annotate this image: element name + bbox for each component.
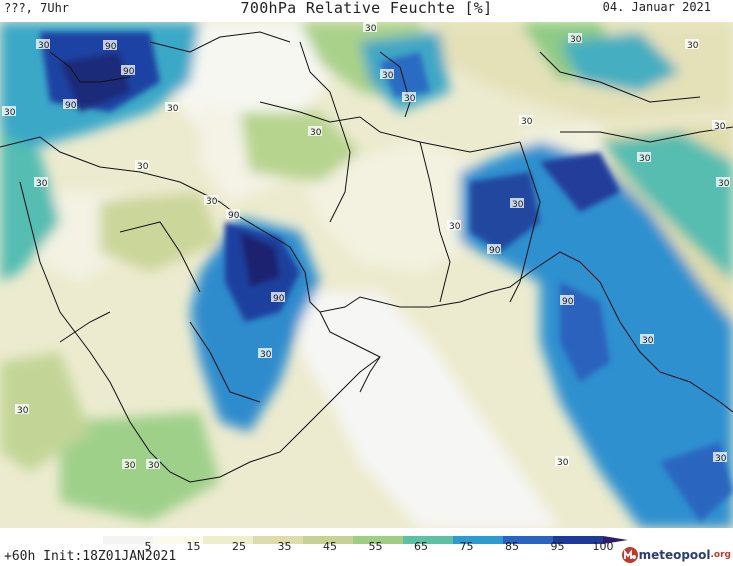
contour-label: 30 [449, 222, 461, 232]
contour-label: 30 [557, 458, 569, 468]
forecast-time-label: ???, 7Uhr [4, 1, 70, 15]
contour-label: 30 [715, 454, 727, 464]
colorbar-tick-label: 5 [144, 540, 152, 553]
contour-label: 30 [17, 406, 29, 416]
contour-label: 90 [562, 297, 574, 307]
contour-label: 90 [273, 294, 285, 304]
contour-label: 30 [4, 108, 16, 118]
contour-label: 30 [167, 104, 179, 114]
contour-labels: 30 90 90 90 30 30 30 30 30 90 90 30 30 3… [2, 22, 730, 471]
forecast-date: 04. Januar 2021 [602, 0, 711, 14]
contour-label: 30 [137, 162, 149, 172]
colorbar-tick-label: 75 [459, 540, 474, 553]
header: ???, 7Uhr 700hPa Relative Feuchte [%] 04… [0, 0, 733, 22]
contour-label: 30 [38, 41, 50, 51]
contour-label: 30 [521, 117, 533, 127]
contour-label: 90 [489, 246, 501, 256]
contour-label: 30 [260, 350, 272, 360]
colorbar-tick-label: 65 [414, 540, 428, 553]
map-svg: 30 90 90 90 30 30 30 30 30 90 90 30 30 3… [0, 22, 733, 528]
contour-label: 30 [714, 122, 726, 132]
contour-label: 90 [123, 67, 135, 77]
brand-name: meteopool [638, 548, 711, 562]
colorbar-tick-label: 15 [186, 540, 201, 553]
contour-label: 30 [365, 24, 377, 34]
colorbar-segment [153, 536, 204, 544]
colorbar-segment [353, 536, 404, 544]
contour-label: 30 [570, 35, 582, 45]
contour-label: 30 [404, 94, 416, 104]
colorbar-tick-label: 55 [368, 540, 383, 553]
colorbar-segment [103, 536, 154, 544]
colorbar-svg [103, 536, 628, 544]
contour-label: 30 [642, 336, 654, 346]
coastlines [0, 31, 733, 483]
colorbar-tick-label: 35 [277, 540, 292, 553]
contour-label: 30 [687, 41, 699, 51]
contour-label: 30 [639, 154, 651, 164]
colorbar [103, 530, 633, 544]
colorbar-tick-label: 85 [505, 540, 519, 553]
colorbar-tick-label: 25 [232, 540, 246, 553]
colorbar-tick-label: 95 [550, 540, 565, 553]
map-title: 700hPa Relative Feuchte [%] [240, 0, 493, 17]
contour-label: 30 [36, 179, 48, 189]
contour-label: 30 [148, 461, 160, 471]
footer: 5 15 25 35 45 55 65 75 85 95 100 +60h Init:18Z01JA… [0, 528, 733, 566]
humidity-map: 30 90 90 90 30 30 30 30 30 90 90 30 30 3… [0, 22, 733, 528]
contour-label: 90 [105, 42, 117, 52]
colorbar-segment [553, 536, 604, 544]
colorbar-max-arrow [603, 536, 628, 544]
colorbar-segment [303, 536, 354, 544]
contour-label: 90 [65, 101, 77, 111]
meteopool-logo-icon [621, 547, 638, 563]
contour-label: 30 [310, 128, 322, 138]
colorbar-segment [403, 536, 454, 544]
colorbar-segment [203, 536, 254, 544]
colorbar-tick-label: 45 [323, 540, 337, 553]
colorbar-segment [503, 536, 554, 544]
contour-label: 30 [382, 71, 394, 81]
contour-label: 30 [512, 200, 524, 210]
brand-logo[interactable]: meteopool .org [621, 545, 731, 565]
init-time-label: +60h Init:18Z01JAN2021 [4, 549, 177, 564]
contour-label: 30 [124, 461, 136, 471]
colorbar-tick-label: 100 [592, 540, 614, 553]
contour-label: 30 [206, 197, 218, 207]
colorbar-segment [253, 536, 304, 544]
brand-suffix: .org [710, 550, 731, 560]
contour-label: 30 [718, 179, 730, 189]
colorbar-segment [453, 536, 504, 544]
contour-label: 90 [228, 211, 240, 221]
